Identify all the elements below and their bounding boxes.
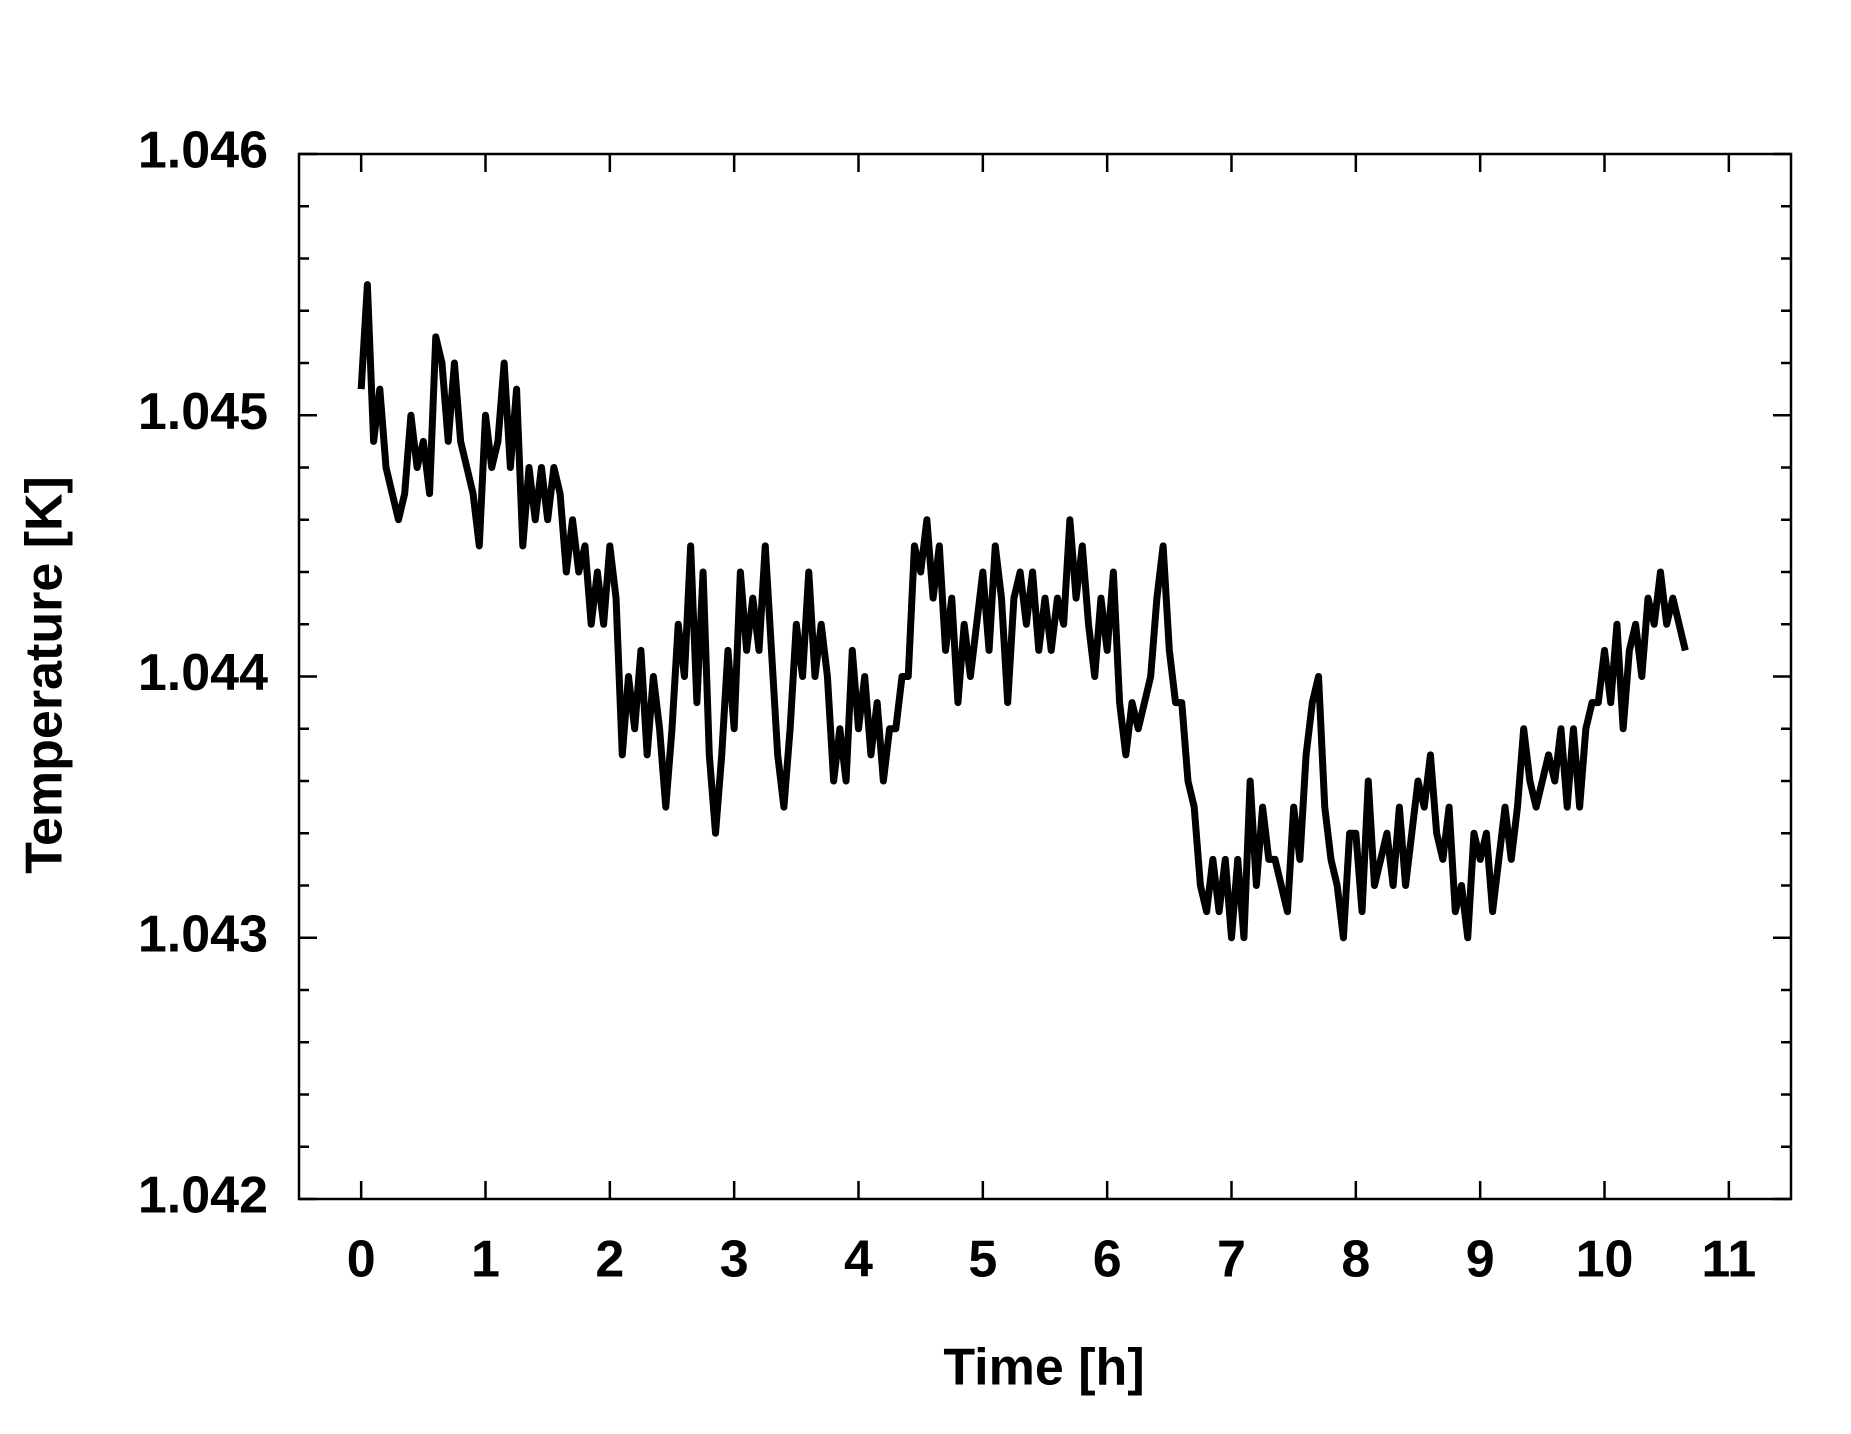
y-axis-label: Temperature [K] (16, 476, 74, 874)
x-tick-label: 10 (1576, 1231, 1634, 1289)
y-tick-label: 1.042 (138, 1167, 268, 1225)
x-tick-label: 11 (1701, 1231, 1756, 1289)
x-axis-label: Time [h] (943, 1339, 1144, 1397)
x-tick-label: 0 (347, 1231, 376, 1289)
x-tick-label: 4 (844, 1231, 873, 1289)
x-tick-label: 2 (595, 1231, 624, 1289)
x-tick-label: 5 (968, 1231, 997, 1289)
plot-frame (297, 152, 1793, 1201)
x-tick-label: 3 (720, 1231, 749, 1289)
y-tick-label: 1.044 (138, 644, 268, 702)
x-tick-label: 9 (1466, 1231, 1495, 1289)
x-tick-label: 6 (1093, 1231, 1122, 1289)
x-tick-label: 1 (471, 1231, 500, 1289)
data-line (357, 281, 1689, 942)
x-tick-label: 7 (1217, 1231, 1246, 1289)
y-tick-label: 1.043 (138, 905, 268, 963)
y-tick-label: 1.045 (138, 383, 268, 441)
x-tick-label: 8 (1341, 1231, 1370, 1289)
y-tick-label: 1.046 (138, 122, 268, 180)
